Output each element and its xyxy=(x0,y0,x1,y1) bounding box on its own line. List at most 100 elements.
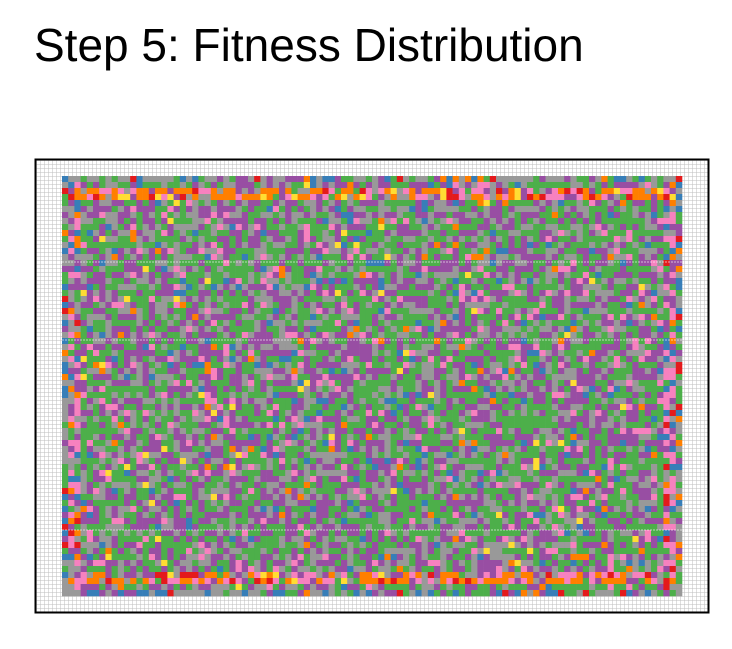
heatmap-cell xyxy=(589,218,596,225)
heatmap-cell xyxy=(669,260,677,267)
heatmap-cell xyxy=(136,176,143,183)
heatmap-cell xyxy=(458,200,466,207)
heatmap-cell xyxy=(186,356,193,363)
heatmap-cell xyxy=(235,410,243,417)
heatmap-cell xyxy=(341,230,348,237)
heatmap-cell xyxy=(440,386,447,393)
heatmap-cell xyxy=(384,194,391,201)
heatmap-cell xyxy=(303,356,311,363)
heatmap-cell xyxy=(638,314,646,321)
heatmap-cell xyxy=(589,272,596,279)
heatmap-cell xyxy=(365,236,373,243)
heatmap-cell xyxy=(186,392,193,399)
heatmap-cell xyxy=(80,320,88,327)
heatmap-cell xyxy=(440,266,447,273)
heatmap-cell xyxy=(384,386,391,393)
heatmap-cell xyxy=(167,212,174,219)
heatmap-cell xyxy=(279,434,286,441)
heatmap-cell xyxy=(130,458,137,465)
heatmap-cell xyxy=(148,440,156,447)
heatmap-cell xyxy=(365,242,373,249)
heatmap-cell xyxy=(632,176,639,183)
heatmap-cell xyxy=(148,422,156,429)
heatmap-cell xyxy=(124,200,131,207)
heatmap-cell xyxy=(589,410,596,417)
heatmap-cell xyxy=(589,350,596,357)
heatmap-cell xyxy=(99,344,106,351)
heatmap-cell xyxy=(62,284,69,291)
heatmap-cell xyxy=(372,302,379,309)
heatmap-cell xyxy=(533,392,540,399)
heatmap-cell xyxy=(235,296,243,303)
heatmap-cell xyxy=(458,404,466,411)
heatmap-cell xyxy=(520,326,528,333)
heatmap-cell xyxy=(601,344,608,351)
heatmap-cell xyxy=(576,218,584,225)
heatmap-cell xyxy=(378,194,385,201)
heatmap-cell xyxy=(663,188,670,195)
heatmap-cell xyxy=(651,266,658,273)
heatmap-cell xyxy=(372,380,379,387)
heatmap-cell xyxy=(86,206,94,213)
heatmap-cell xyxy=(198,254,205,261)
heatmap-cell xyxy=(576,440,584,447)
heatmap-cell xyxy=(440,452,447,459)
heatmap-cell xyxy=(483,410,491,417)
heatmap-cell xyxy=(514,344,522,351)
heatmap-cell xyxy=(415,290,422,297)
heatmap-cell xyxy=(514,410,522,417)
heatmap-cell xyxy=(99,254,106,261)
heatmap-cell xyxy=(675,320,683,327)
heatmap-cell xyxy=(148,326,156,333)
heatmap-cell xyxy=(297,368,305,375)
heatmap-cell xyxy=(210,392,218,399)
heatmap-cell xyxy=(675,440,683,447)
heatmap-cell xyxy=(396,176,404,183)
heatmap-cell xyxy=(347,374,354,381)
heatmap-cell xyxy=(353,296,360,303)
heatmap-cell xyxy=(657,392,664,399)
heatmap-cell xyxy=(390,230,398,237)
heatmap-cell xyxy=(458,272,466,279)
heatmap-cell xyxy=(440,326,447,333)
heatmap-cell xyxy=(99,308,106,315)
heatmap-cell xyxy=(285,416,292,423)
heatmap-cell xyxy=(421,326,429,333)
heatmap-cell xyxy=(403,440,410,447)
heatmap-cell xyxy=(638,308,646,315)
heatmap-cell xyxy=(496,446,503,453)
heatmap-cell xyxy=(279,374,286,381)
heatmap-cell xyxy=(341,374,348,381)
heatmap-cell xyxy=(632,428,639,435)
heatmap-cell xyxy=(514,314,522,321)
heatmap-cell xyxy=(471,338,478,345)
heatmap-cell xyxy=(390,194,398,201)
heatmap-cell xyxy=(322,194,329,201)
heatmap-cell xyxy=(111,260,119,267)
heatmap-cell xyxy=(229,236,236,243)
heatmap-cell xyxy=(254,272,261,279)
heatmap-cell xyxy=(527,386,534,393)
heatmap-cell xyxy=(186,182,193,189)
heatmap-cell xyxy=(539,332,546,339)
heatmap-cell xyxy=(124,386,131,393)
heatmap-cell xyxy=(136,278,143,285)
heatmap-cell xyxy=(254,260,261,267)
heatmap-cell xyxy=(483,314,491,321)
heatmap-cell xyxy=(620,176,627,183)
heatmap-cell xyxy=(644,200,652,207)
heatmap-cell xyxy=(353,386,360,393)
heatmap-cell xyxy=(310,338,317,345)
heatmap-cell xyxy=(589,446,596,453)
heatmap-cell xyxy=(68,410,75,417)
heatmap-cell xyxy=(111,266,119,273)
heatmap-cell xyxy=(217,320,224,327)
heatmap-cell xyxy=(217,440,224,447)
heatmap-cell xyxy=(465,254,472,261)
heatmap-cell xyxy=(353,380,360,387)
heatmap-cell xyxy=(285,464,292,471)
heatmap-cell xyxy=(155,410,162,417)
heatmap-cell xyxy=(167,398,174,405)
heatmap-cell xyxy=(297,224,305,231)
heatmap-cell xyxy=(86,470,94,477)
